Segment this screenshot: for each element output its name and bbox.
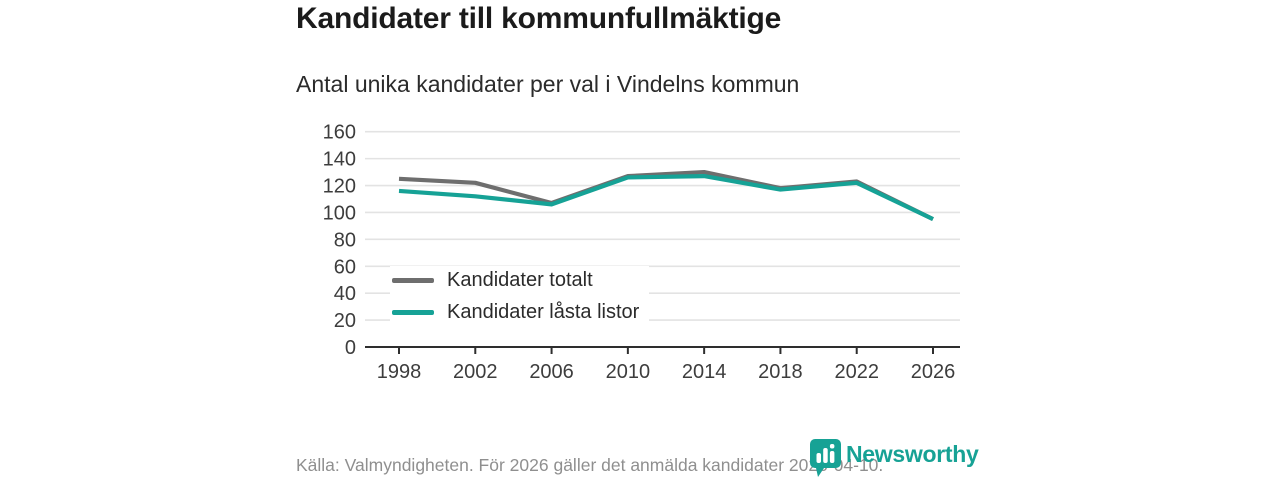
x-axis-tick-label: 2026 [911,361,956,383]
y-axis-tick-label: 80 [334,229,356,251]
newsworthy-wordmark: Newsworthy [846,441,979,467]
newsworthy-pin-barchart-icon [810,439,841,477]
legend-swatch-gray-line [392,278,434,283]
y-axis-tick-label: 0 [345,337,356,359]
line-chart: 0 20 40 60 80 100 120 140 160 1998 2002 2006 2010 201… [296,116,986,391]
y-axis-tick-label: 20 [334,310,356,332]
x-axis-tick-label: 2014 [682,361,727,383]
x-axis-tick-label: 2022 [834,361,879,383]
y-axis-tick-label: 160 [323,122,356,144]
legend-label: Kandidater totalt [447,269,593,291]
x-axis-tick-label: 2018 [758,361,803,383]
line-chart-canvas: 0 20 40 60 80 100 120 140 160 1998 2002 2006 2010 201… [323,122,960,383]
y-axis-tick-label: 60 [334,256,356,278]
newsworthy-logo: Newsworthy [810,439,979,477]
chart-legend: Kandidater totalt Kandidater låsta listo… [390,266,650,329]
y-axis-tick-label: 140 [323,149,356,171]
page-title: Kandidater till kommunfullmäktige [296,2,782,35]
chart-subtitle: Antal unika kandidater per val i Vindeln… [296,71,800,97]
x-axis-tick-label: 2010 [606,361,651,383]
legend-item-locked-lists: Kandidater låsta listor [392,300,639,325]
series-line-1 [398,174,934,222]
y-axis-tick-label: 120 [323,176,356,198]
x-axis-tick-label: 2002 [453,361,498,383]
x-axis-tick-label: 1998 [377,361,422,383]
legend-label: Kandidater låsta listor [447,301,640,323]
y-axis-tick-label: 40 [334,283,356,305]
y-axis-tick-label: 100 [323,202,356,224]
legend-swatch-teal-line [392,310,434,315]
x-axis-tick-label: 2006 [529,361,574,383]
source-note: Källa: Valmyndigheten. För 2026 gäller d… [296,455,884,475]
legend-item-total: Kandidater totalt [392,268,639,293]
